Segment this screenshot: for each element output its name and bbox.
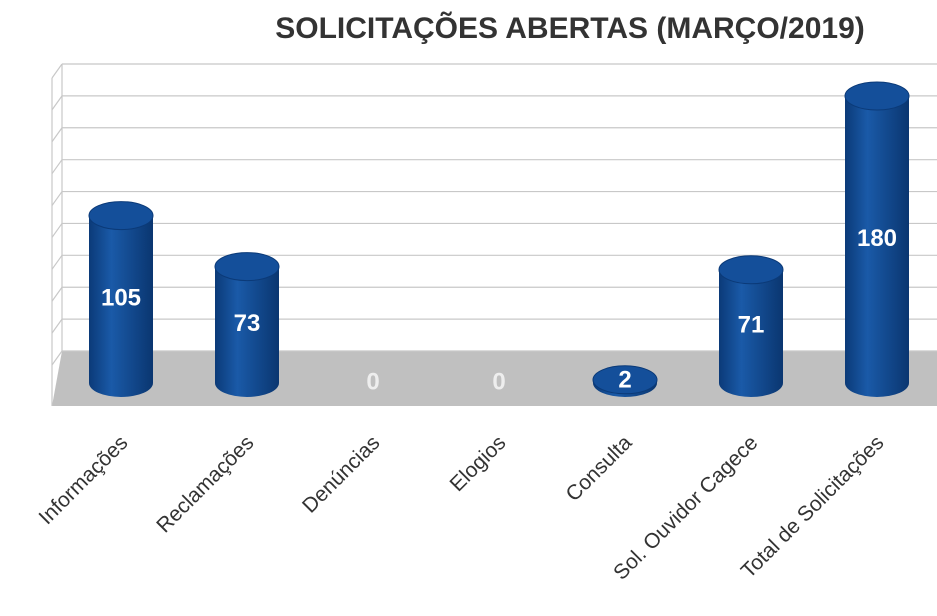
wall-edge — [51, 318, 63, 334]
data-label: 2 — [618, 367, 631, 394]
bar-top — [844, 81, 910, 111]
wall-edge — [51, 286, 63, 302]
wall-edge — [51, 127, 63, 143]
chart-title: SOLICITAÇÕES ABERTAS (MARÇO/2019) — [275, 11, 865, 45]
bar — [845, 82, 909, 397]
data-label: 73 — [234, 310, 261, 337]
wall-edge — [51, 350, 63, 366]
bar — [89, 201, 153, 397]
bar — [215, 252, 279, 397]
data-label: 0 — [492, 368, 505, 395]
x-tick-label: Elogios — [445, 431, 510, 496]
wall-edge — [51, 191, 63, 206]
data-label: 180 — [857, 225, 897, 252]
x-tick-label: Reclamações — [152, 431, 258, 537]
x-tick-label: Consulta — [562, 431, 637, 506]
bar-top — [592, 365, 658, 395]
data-label: 71 — [738, 312, 765, 339]
wall-edge — [51, 63, 63, 79]
x-tick-label: Denúncias — [298, 431, 384, 517]
wall-edge — [51, 159, 63, 175]
wall-edge — [51, 223, 63, 238]
x-tick-label: Total de Solicitações — [737, 431, 889, 583]
wall-edge — [51, 95, 63, 111]
bar-top — [88, 201, 154, 231]
data-label: 0 — [366, 368, 379, 395]
bar-top — [718, 255, 784, 285]
wall-edge — [51, 254, 63, 270]
bar-top — [214, 252, 280, 282]
data-label: 105 — [101, 285, 141, 312]
bar — [719, 255, 783, 397]
x-tick-label: Informações — [34, 431, 132, 529]
x-tick-label: Sol. Ouvidor Cagece — [609, 431, 762, 584]
